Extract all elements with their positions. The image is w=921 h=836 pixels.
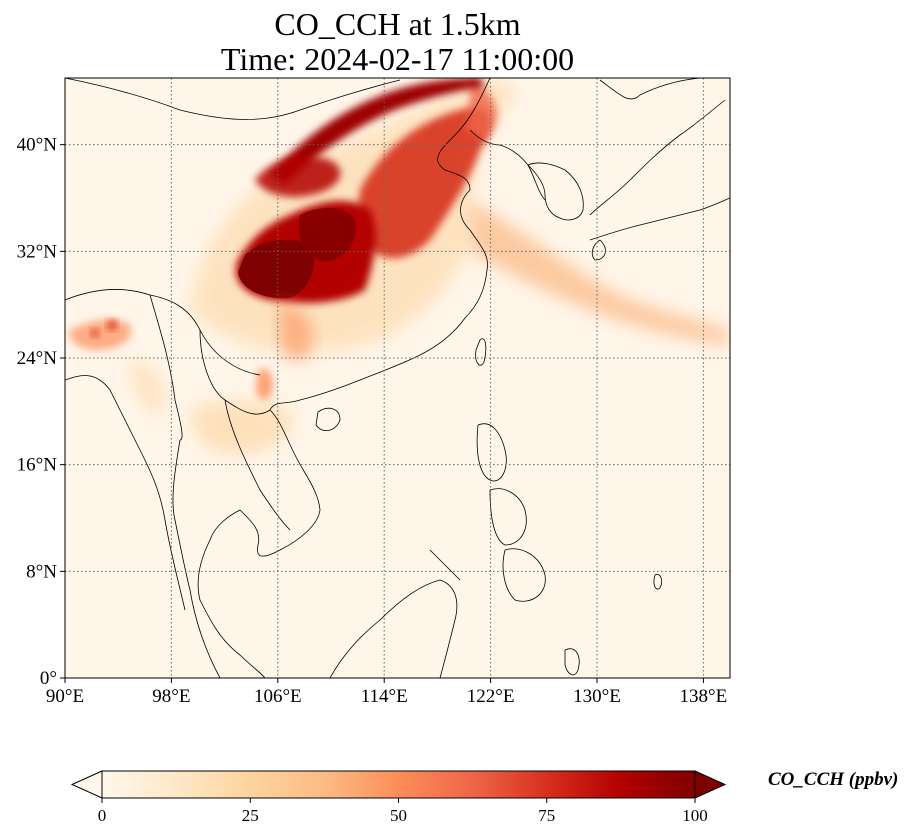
lon-tick-label: 106°E: [254, 686, 302, 707]
colorbar-tick-label: 25: [242, 806, 259, 825]
lon-tick-label: 122°E: [467, 686, 515, 707]
lon-tick-label: 130°E: [573, 686, 621, 707]
colorbar-tick-label: 0: [98, 806, 107, 825]
colorbar-label: CO_CCH (ppbv): [768, 769, 899, 790]
colorbar-tick-label: 75: [538, 806, 555, 825]
colorbar-extend-max: [694, 770, 727, 799]
lon-tick-label: 114°E: [361, 686, 408, 707]
lon-axis: 90°E 98°E 106°E 114°E 122°E 130°E 138°E: [46, 678, 727, 707]
lat-tick-label: 0°: [40, 668, 57, 689]
colorbar-gradient: [102, 771, 695, 798]
lon-tick-label: 90°E: [46, 686, 84, 707]
coastlines: [65, 78, 730, 678]
colorbar: 0 25 50 75 100: [70, 770, 727, 825]
colorbar-tick-label: 50: [390, 806, 407, 825]
plume-yellow-sea-outflow: [470, 200, 730, 345]
lat-axis: 0° 8°N 16°N 24°N 32°N 40°N: [17, 135, 65, 689]
colorbar-tick-label: 100: [682, 806, 708, 825]
map-time: Time: 2024-02-17 11:00:00: [220, 41, 575, 77]
lat-tick-label: 32°N: [17, 241, 58, 262]
map-title: CO_CCH at 1.5km: [274, 6, 521, 42]
lon-tick-label: 138°E: [680, 686, 728, 707]
map-frame: [64, 77, 731, 679]
colorbar-extend-min: [70, 770, 103, 799]
plume-northern-vietnam: [256, 368, 273, 401]
concentration-field: [69, 78, 730, 455]
lon-tick-label: 98°E: [152, 686, 190, 707]
plume-north-china-plain: [355, 107, 491, 259]
lat-tick-label: 16°N: [17, 455, 58, 476]
gridlines: [65, 78, 730, 678]
lat-tick-label: 24°N: [17, 348, 58, 369]
lat-tick-label: 8°N: [26, 561, 57, 582]
lat-tick-label: 40°N: [17, 135, 58, 156]
